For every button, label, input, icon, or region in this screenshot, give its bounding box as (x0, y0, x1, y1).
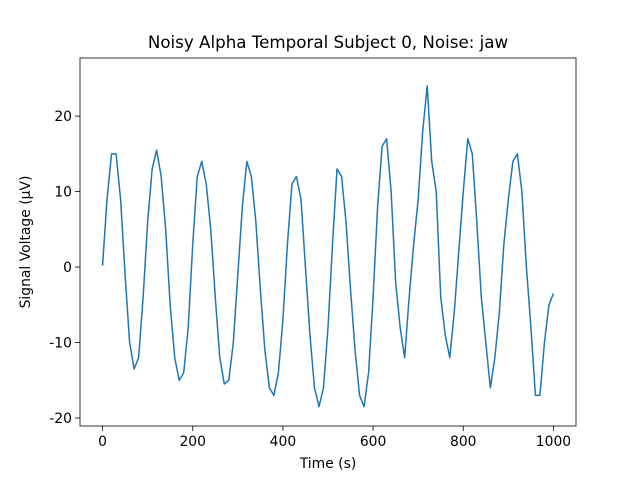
x-tick-label: 400 (270, 434, 297, 450)
plot-frame (79, 57, 577, 427)
y-tick-label: 10 (54, 185, 72, 201)
y-axis-label: Signal Voltage (μV) (18, 176, 34, 309)
y-tick-label: 20 (54, 109, 72, 125)
x-tick-label: 0 (98, 434, 107, 450)
x-axis-label: Time (s) (299, 456, 357, 472)
x-tick-label: 1000 (536, 434, 571, 450)
y-tick-label: -20 (49, 411, 72, 427)
x-tick-label: 800 (450, 434, 477, 450)
y-tick-label: 0 (63, 260, 72, 276)
data-line (101, 85, 555, 408)
x-tick-label: 200 (179, 434, 206, 450)
chart-title: Noisy Alpha Temporal Subject 0, Noise: j… (148, 32, 508, 52)
x-tick-label: 600 (360, 434, 387, 450)
y-tick-label: -10 (49, 336, 72, 352)
